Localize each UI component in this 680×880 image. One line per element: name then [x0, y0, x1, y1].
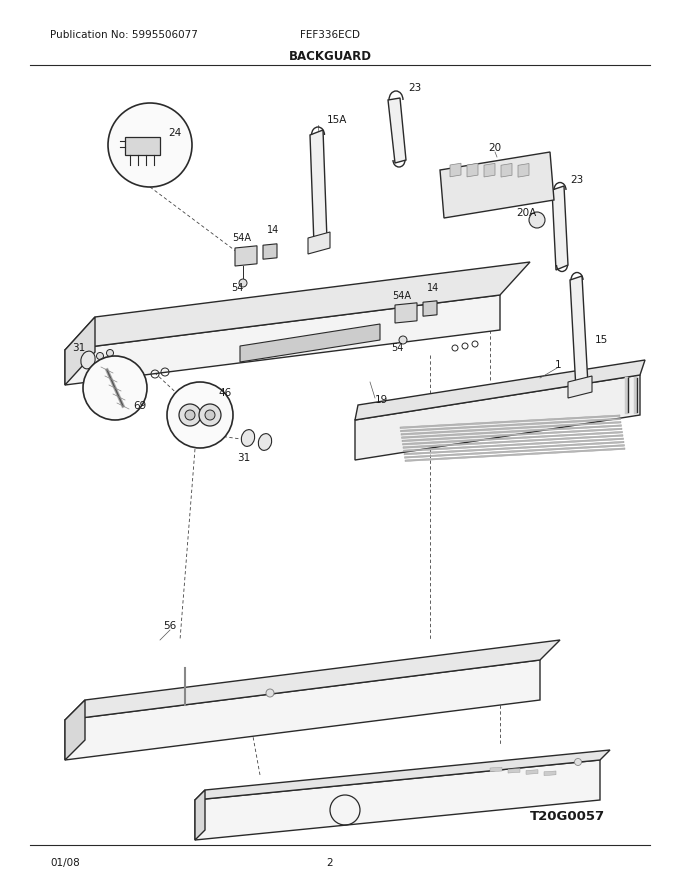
Circle shape	[108, 103, 192, 187]
Polygon shape	[308, 232, 330, 254]
Polygon shape	[552, 186, 568, 270]
Ellipse shape	[258, 434, 271, 451]
Text: 15A: 15A	[327, 115, 347, 125]
Circle shape	[107, 349, 114, 356]
Polygon shape	[125, 137, 160, 155]
Polygon shape	[355, 360, 645, 420]
Text: 31: 31	[72, 343, 85, 353]
Text: 15: 15	[595, 335, 608, 345]
Polygon shape	[402, 428, 622, 442]
Polygon shape	[263, 244, 277, 260]
Polygon shape	[501, 164, 512, 177]
Circle shape	[529, 212, 545, 228]
Polygon shape	[310, 130, 327, 245]
Polygon shape	[195, 760, 600, 840]
Polygon shape	[401, 422, 621, 435]
Polygon shape	[484, 164, 495, 177]
Polygon shape	[235, 246, 257, 266]
Polygon shape	[401, 418, 620, 432]
Polygon shape	[440, 152, 554, 218]
Text: 14: 14	[427, 283, 439, 293]
Text: 54: 54	[391, 343, 403, 353]
Polygon shape	[508, 768, 520, 773]
Polygon shape	[400, 414, 620, 429]
Text: 01/08: 01/08	[50, 858, 80, 868]
Text: 54: 54	[231, 283, 243, 293]
Text: 56: 56	[163, 621, 176, 631]
Ellipse shape	[81, 351, 95, 369]
Polygon shape	[403, 438, 624, 451]
Polygon shape	[195, 750, 610, 800]
Text: 1: 1	[555, 360, 562, 370]
Circle shape	[239, 279, 247, 287]
Polygon shape	[450, 163, 461, 177]
Polygon shape	[401, 425, 622, 438]
Circle shape	[105, 363, 112, 370]
Polygon shape	[65, 640, 560, 720]
Circle shape	[83, 356, 147, 420]
Polygon shape	[544, 771, 556, 775]
Polygon shape	[490, 767, 502, 772]
Ellipse shape	[241, 429, 254, 446]
Polygon shape	[355, 375, 640, 460]
Text: 19: 19	[375, 395, 388, 405]
Polygon shape	[403, 435, 623, 448]
Text: FEF336ECD: FEF336ECD	[300, 30, 360, 40]
Polygon shape	[526, 770, 538, 774]
Text: 46: 46	[218, 388, 231, 398]
Text: 31: 31	[237, 453, 250, 463]
Circle shape	[185, 410, 195, 420]
Polygon shape	[65, 262, 530, 350]
Polygon shape	[568, 376, 592, 398]
Text: 54A: 54A	[392, 291, 411, 301]
Circle shape	[92, 366, 99, 373]
Polygon shape	[65, 295, 500, 385]
Polygon shape	[388, 98, 406, 163]
Text: 20: 20	[488, 143, 502, 153]
Text: 24: 24	[168, 128, 182, 138]
Polygon shape	[403, 431, 622, 445]
Polygon shape	[570, 276, 588, 390]
Text: BACKGUARD: BACKGUARD	[288, 50, 371, 63]
Polygon shape	[240, 324, 380, 362]
Polygon shape	[405, 448, 625, 461]
Circle shape	[266, 689, 274, 697]
Text: 2: 2	[326, 858, 333, 868]
Text: 20A: 20A	[516, 208, 537, 218]
Circle shape	[97, 353, 103, 360]
Text: T20G0057: T20G0057	[530, 810, 605, 823]
Polygon shape	[65, 700, 85, 760]
Polygon shape	[467, 164, 478, 177]
Text: 23: 23	[408, 83, 421, 93]
Text: 54A: 54A	[233, 233, 252, 243]
Polygon shape	[423, 301, 437, 316]
Polygon shape	[404, 441, 624, 455]
Circle shape	[199, 404, 221, 426]
Circle shape	[205, 410, 215, 420]
Polygon shape	[518, 164, 529, 177]
Text: 14: 14	[267, 225, 279, 235]
Polygon shape	[65, 317, 95, 385]
Polygon shape	[65, 660, 540, 760]
Text: Publication No: 5995506077: Publication No: 5995506077	[50, 30, 198, 40]
Circle shape	[399, 336, 407, 344]
Circle shape	[167, 382, 233, 448]
Text: 69: 69	[133, 401, 146, 411]
Circle shape	[179, 404, 201, 426]
Ellipse shape	[93, 361, 107, 379]
Polygon shape	[195, 790, 205, 840]
Circle shape	[575, 759, 581, 766]
Text: 23: 23	[570, 175, 583, 185]
Polygon shape	[405, 444, 624, 458]
Polygon shape	[395, 303, 417, 323]
